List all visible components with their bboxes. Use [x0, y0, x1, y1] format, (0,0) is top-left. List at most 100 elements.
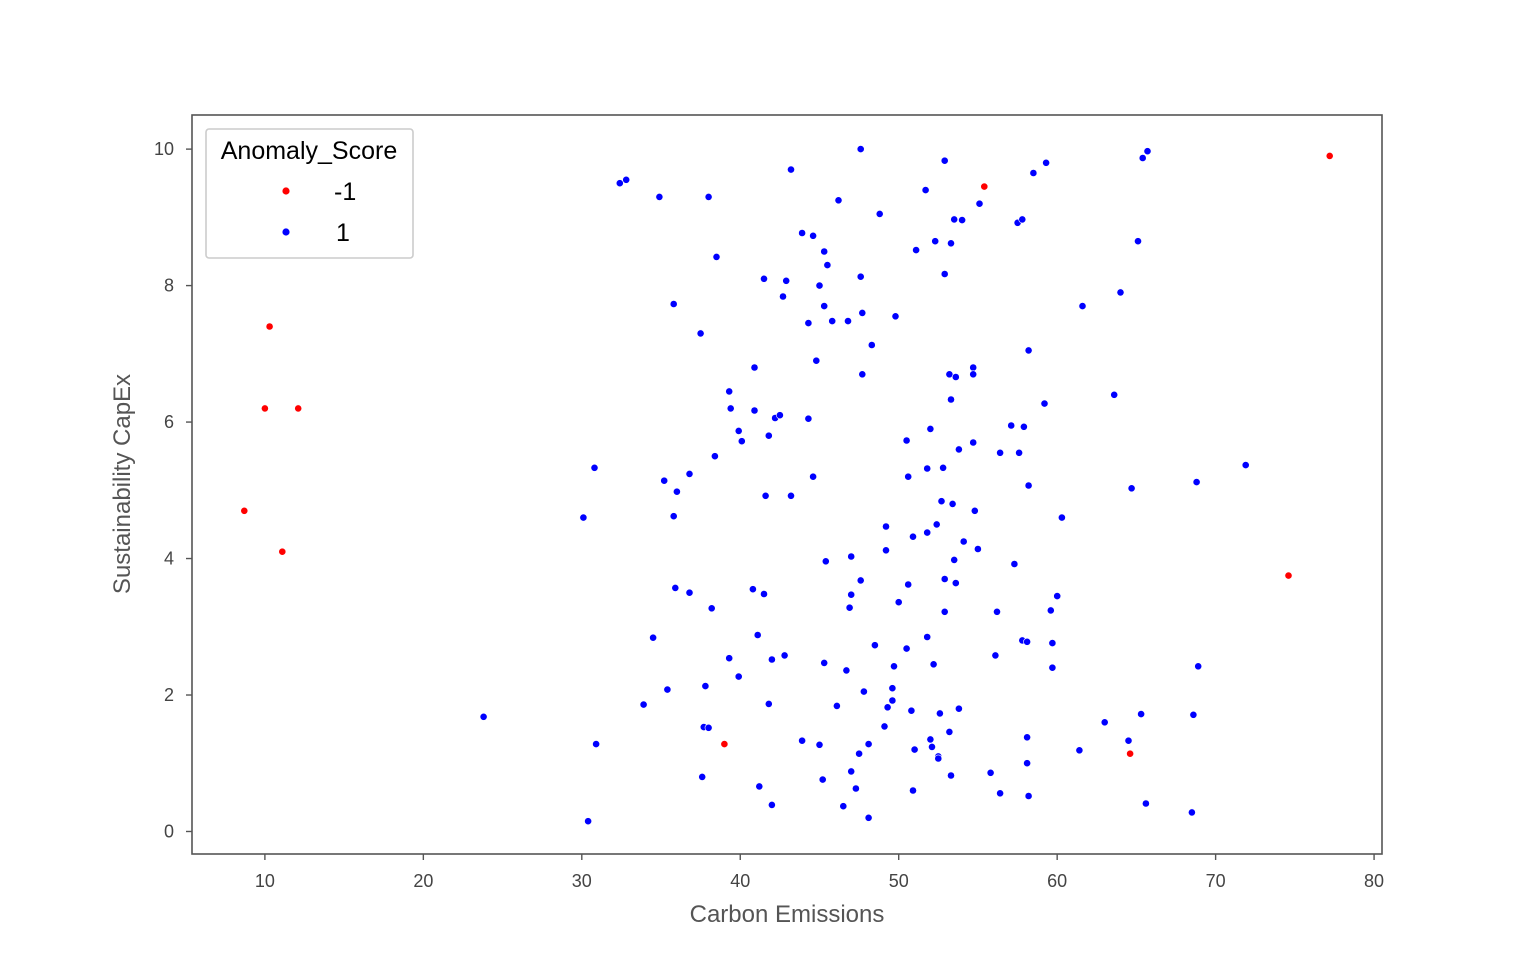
y-tick-label: 0 [164, 821, 174, 841]
normal-point [1048, 639, 1057, 647]
normal-point [685, 588, 694, 597]
x-tick-label: 60 [1047, 871, 1067, 891]
normal-point [860, 687, 868, 696]
normal-point [845, 603, 854, 612]
normal-point [1116, 288, 1125, 297]
x-tick-label: 50 [889, 871, 909, 891]
normal-point [707, 604, 716, 613]
x-tick-label: 70 [1206, 871, 1226, 891]
x-tick-label: 40 [730, 871, 750, 891]
legend-label-anomaly: -1 [334, 178, 356, 206]
normal-point [780, 651, 789, 660]
normal-point [1023, 637, 1031, 646]
normal-point [753, 631, 762, 639]
normal-point [669, 512, 678, 521]
normal-point [828, 317, 837, 325]
legend-box [205, 128, 414, 259]
normal-point [821, 557, 830, 566]
normal-point [820, 247, 829, 256]
normal-point [750, 363, 759, 372]
normal-point [929, 660, 938, 669]
normal-point [864, 740, 873, 748]
normal-point [779, 292, 787, 301]
normal-point [839, 802, 848, 811]
normal-point [926, 735, 935, 744]
normal-point [726, 404, 735, 413]
normal-point [1046, 606, 1055, 615]
normal-point [937, 497, 946, 506]
normal-point [1134, 237, 1142, 246]
normal-point [888, 684, 897, 693]
normal-point [959, 537, 968, 546]
normal-point [734, 672, 743, 681]
normal-point [955, 445, 963, 454]
normal-point [809, 231, 817, 240]
x-axis-title: Carbon Emissions [690, 901, 885, 928]
normal-point [1053, 592, 1062, 600]
normal-point [761, 491, 770, 500]
normal-point [975, 199, 984, 208]
normal-point [947, 771, 955, 780]
normal-point [880, 722, 889, 731]
normal-point [931, 237, 940, 246]
normal-point [592, 740, 600, 748]
normal-point [1138, 154, 1147, 162]
normal-point [815, 281, 824, 290]
normal-point [1189, 710, 1198, 719]
normal-point [1048, 663, 1057, 672]
anomaly-point [294, 404, 303, 413]
anomaly-point [1284, 571, 1293, 580]
normal-point [1007, 421, 1016, 430]
normal-point [685, 469, 694, 478]
anomaly-point [980, 182, 989, 191]
legend: Anomaly_Score -1 1 [205, 128, 414, 259]
normal-point [798, 736, 806, 745]
anomaly-point [265, 322, 274, 331]
normal-point [663, 685, 672, 694]
normal-point [820, 659, 829, 667]
normal-point [958, 216, 966, 224]
legend-marker-anomaly [282, 187, 290, 195]
legend-label-normal: 1 [336, 219, 350, 247]
normal-point [1029, 169, 1038, 177]
normal-point [940, 270, 949, 278]
normal-point [812, 356, 821, 365]
normal-point [991, 651, 1000, 660]
normal-point [1075, 746, 1084, 755]
normal-point [787, 165, 795, 174]
normal-point [856, 145, 865, 153]
normal-point [622, 175, 631, 184]
normal-point [834, 196, 843, 205]
normal-point [844, 317, 852, 325]
normal-point [951, 373, 960, 381]
normal-point [798, 229, 806, 237]
normal-point [855, 749, 863, 758]
normal-point [734, 426, 743, 435]
normal-point [1100, 718, 1109, 727]
normal-point [1143, 147, 1152, 156]
points-layer [240, 145, 1334, 826]
anomaly-point [720, 740, 729, 748]
normal-point [764, 700, 773, 708]
normal-point [760, 274, 768, 283]
y-tick-label: 6 [164, 412, 174, 432]
x-tick-label: 30 [572, 871, 592, 891]
normal-point [579, 513, 588, 522]
normal-point [923, 528, 932, 537]
normal-point [660, 476, 669, 485]
normal-point [842, 666, 851, 675]
normal-point [823, 261, 832, 269]
normal-point [871, 641, 879, 650]
normal-point [847, 590, 856, 599]
normal-point [698, 773, 707, 781]
normal-point [701, 682, 710, 690]
normal-point [1142, 799, 1150, 808]
normal-point [891, 312, 900, 321]
normal-point [639, 700, 648, 709]
normal-point [1078, 302, 1087, 310]
normal-point [1110, 390, 1119, 399]
anomaly-point [278, 547, 287, 556]
normal-point [882, 546, 890, 555]
normal-point [1058, 513, 1066, 522]
